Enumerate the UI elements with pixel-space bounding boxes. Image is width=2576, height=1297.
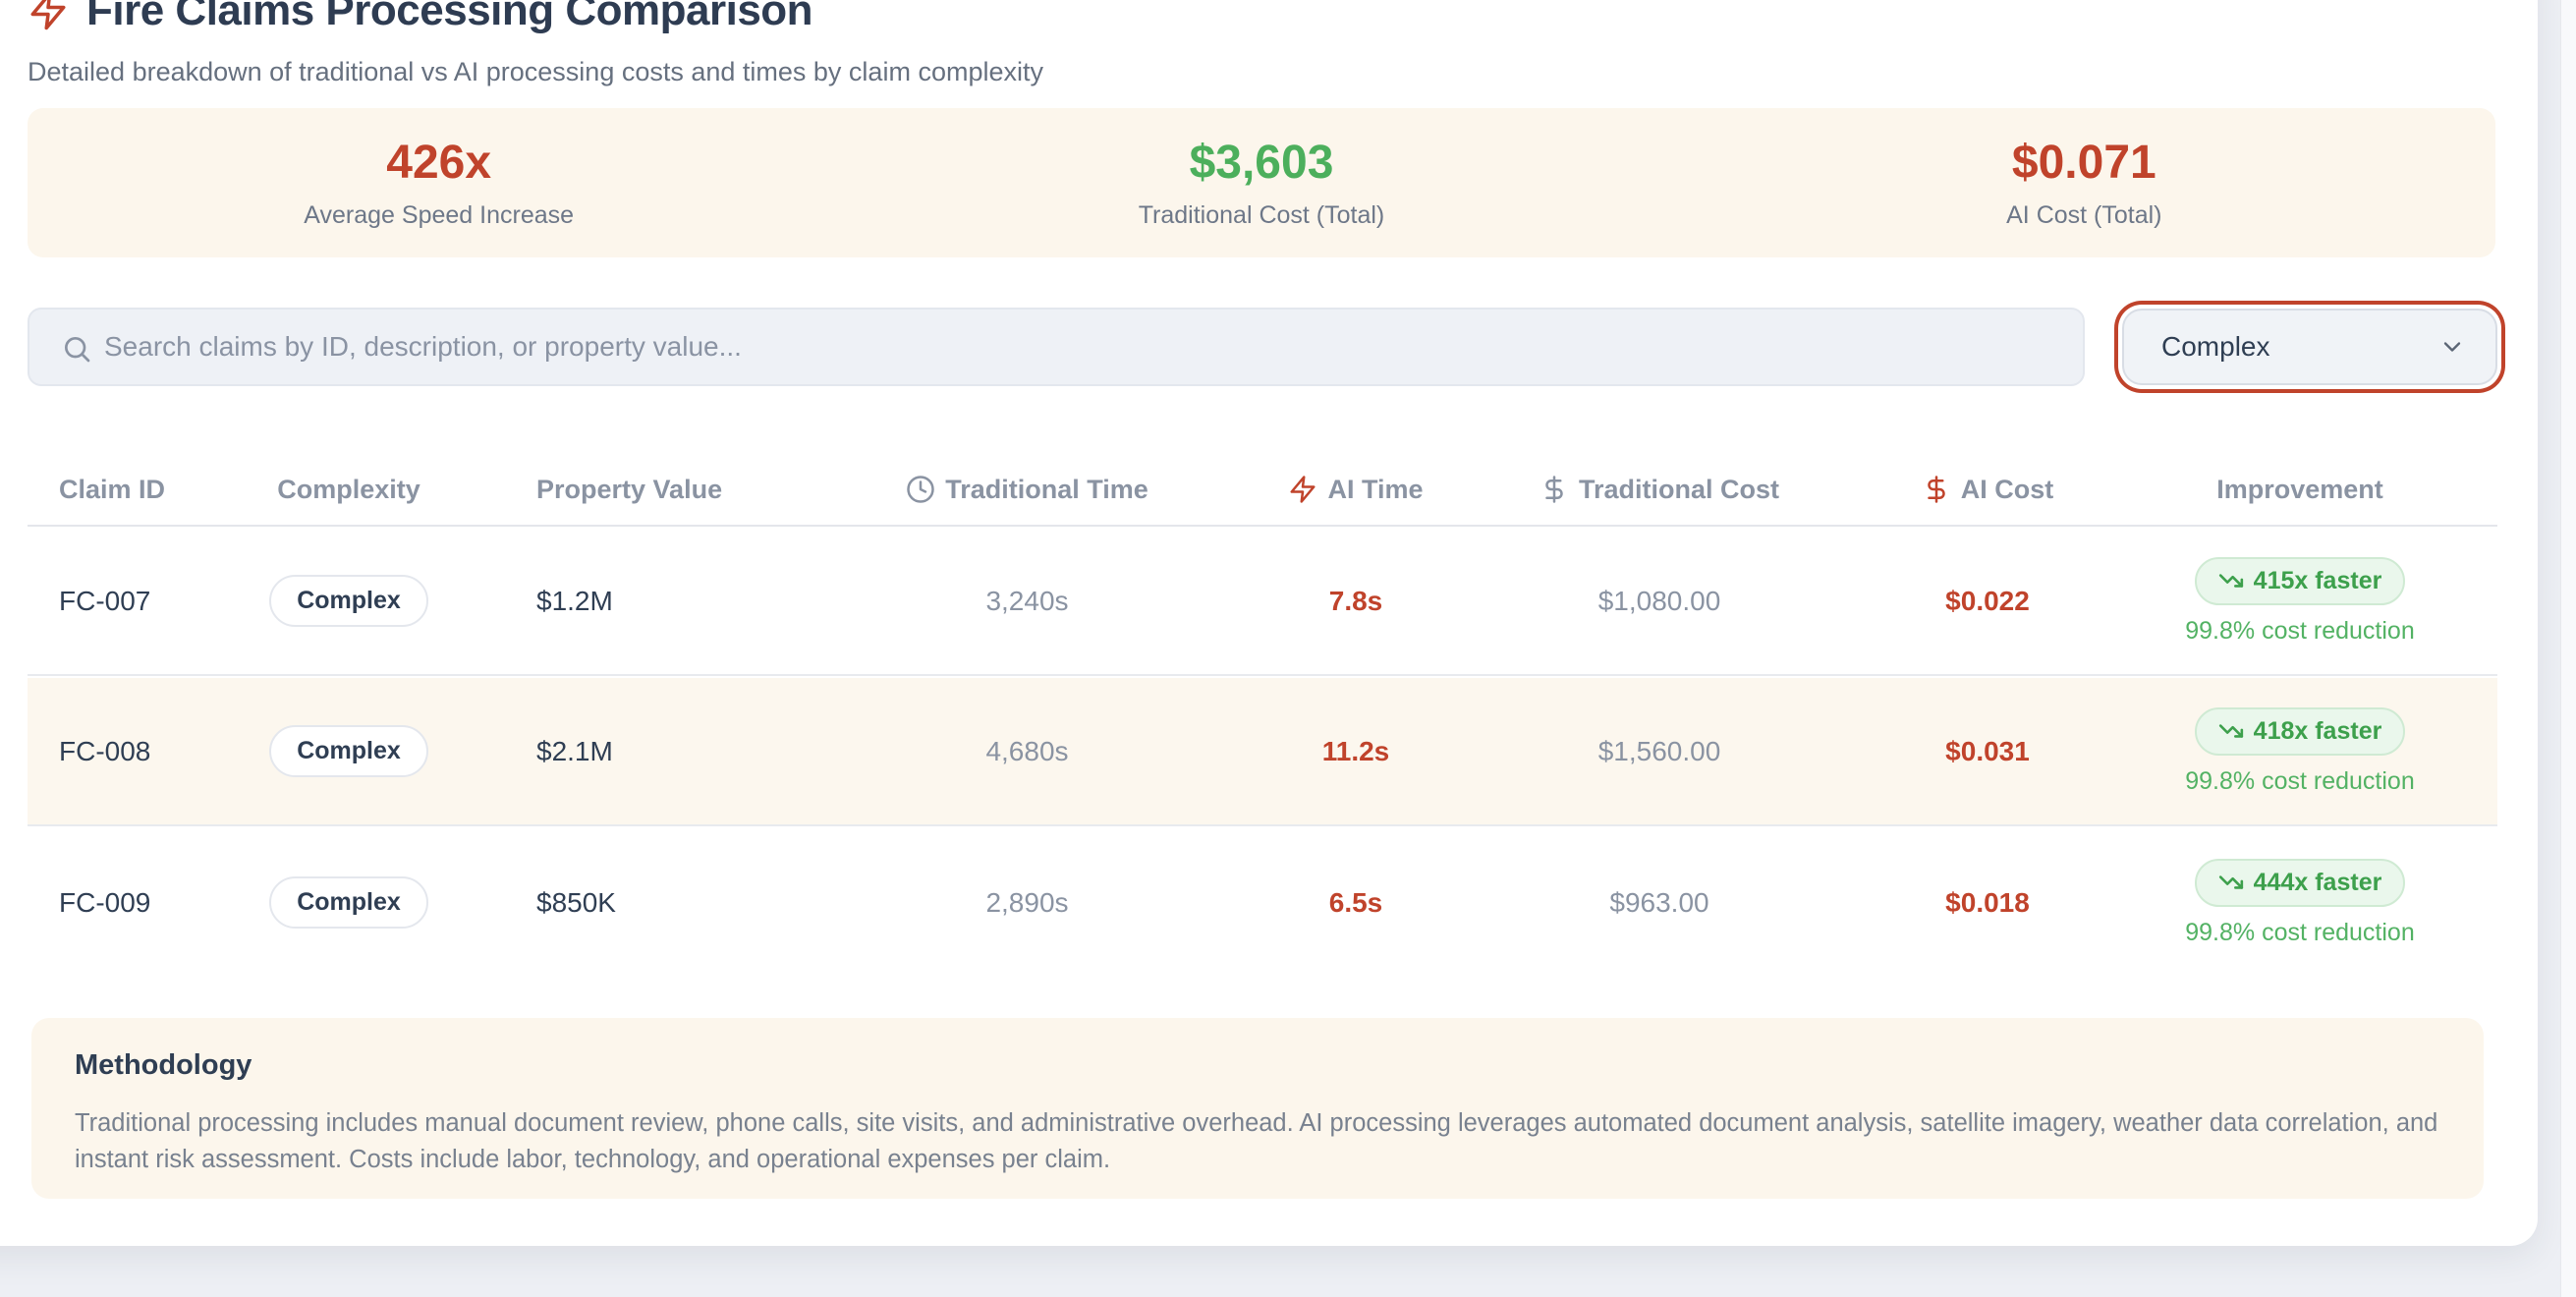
scrollbar-track[interactable] [2560,0,2576,1297]
clock-icon [907,476,934,503]
traditional-cost-cell: $963.00 [1609,886,1709,918]
traditional-cost-cell: $1,560.00 [1597,735,1721,766]
trending-down-icon [2218,724,2243,738]
column-header-ai-cost: AI Cost [1873,475,2102,505]
dollar-icon [1928,476,1945,503]
column-header-traditional-time: Traditional Time [789,475,1265,505]
stat-speed-increase: 426x Average Speed Increase [28,136,850,230]
traditional-time-cell: 4,680s [985,735,1069,766]
claim-id-cell: FC-009 [59,886,151,918]
stats-bar: 426x Average Speed Increase $3,603 Tradi… [28,108,2495,257]
stat-value: $0.071 [2011,137,2156,189]
ai-time-cell: 7.8s [1328,585,1383,616]
complexity-cell: Complex [236,876,462,929]
column-header-claim-id: Claim ID [59,474,166,504]
cost-reduction-label: 99.8% cost reduction [2185,616,2415,645]
claim-id-cell: FC-007 [59,585,151,616]
chevron-down-icon [2443,342,2461,352]
table-row-highlighted[interactable]: FC-008 Complex $2.1M 4,680s 11.2s $1,560… [28,678,2497,826]
trending-down-icon [2218,574,2243,588]
ai-cost-cell: $0.022 [1945,585,2030,616]
page-title: Fire Claims Processing Comparison [86,0,813,34]
zap-icon [1290,476,1316,503]
cost-reduction-label: 99.8% cost reduction [2185,766,2415,795]
improvement-cell: 415x faster 99.8% cost reduction [2102,556,2497,646]
ai-cost-cell: $0.018 [1945,886,2030,918]
ai-time-cell: 11.2s [1321,735,1390,766]
search-icon [65,337,90,363]
improvement-cell: 444x faster 99.8% cost reduction [2102,858,2497,947]
trending-down-icon [2218,875,2243,889]
ai-cost-cell: $0.031 [1945,735,2030,766]
search-input[interactable] [102,330,1969,364]
table-row[interactable]: FC-009 Complex $850K 2,890s 6.5s $963.00… [28,828,2497,977]
stat-traditional-cost: $3,603 Traditional Cost (Total) [850,136,1672,230]
speed-badge: 415x faster [2194,556,2406,605]
main-card: Fire Claims Processing Comparison Detail… [0,0,2538,1246]
claim-id-cell: FC-008 [59,735,151,766]
property-value-cell: $2.1M [536,735,613,766]
stat-ai-cost: $0.071 AI Cost (Total) [1673,136,2495,230]
complexity-badge: Complex [269,876,428,929]
traditional-cost-cell: $1,080.00 [1597,585,1721,616]
column-header-improvement: Improvement [2216,474,2383,504]
complexity-cell: Complex [236,575,462,627]
search-bar[interactable] [28,308,2085,386]
zap-icon [30,0,66,30]
complexity-filter-select[interactable]: Complex [2122,309,2497,385]
selected-option-label: Complex [2161,331,2270,362]
stat-label: Traditional Cost (Total) [1138,201,1385,229]
column-header-traditional-cost: Traditional Cost [1446,475,1873,505]
ai-time-cell: 6.5s [1328,886,1383,918]
stat-value: $3,603 [1189,137,1334,189]
dollar-icon [1545,476,1563,503]
complexity-badge: Complex [269,575,428,627]
page-header: Fire Claims Processing Comparison [28,0,813,39]
table-header-row: Claim ID Complexity Property Value Tradi… [28,454,2497,527]
stat-label: AI Cost (Total) [2006,201,2162,229]
column-header-complexity: Complexity [277,474,420,504]
stat-value: 426x [386,137,492,189]
property-value-cell: $850K [536,886,616,918]
methodology-panel: Methodology Traditional processing inclu… [31,1018,2484,1199]
page-subtitle: Detailed breakdown of traditional vs AI … [28,57,1043,86]
column-header-property-value: Property Value [536,474,723,504]
methodology-title: Methodology [75,1049,252,1081]
complexity-cell: Complex [236,725,462,777]
cost-reduction-label: 99.8% cost reduction [2185,918,2415,946]
property-value-cell: $1.2M [536,585,613,616]
methodology-body: Traditional processing includes manual d… [75,1109,2438,1173]
speed-badge: 418x faster [2194,706,2406,756]
complexity-badge: Complex [269,725,428,777]
column-header-ai-time: AI Time [1265,475,1446,505]
stat-label: Average Speed Increase [304,201,575,229]
traditional-time-cell: 2,890s [985,886,1069,918]
speed-badge: 444x faster [2194,858,2406,907]
table-row[interactable]: FC-007 Complex $1.2M 3,240s 7.8s $1,080.… [28,528,2497,676]
traditional-time-cell: 3,240s [985,585,1069,616]
improvement-cell: 418x faster 99.8% cost reduction [2102,706,2497,796]
